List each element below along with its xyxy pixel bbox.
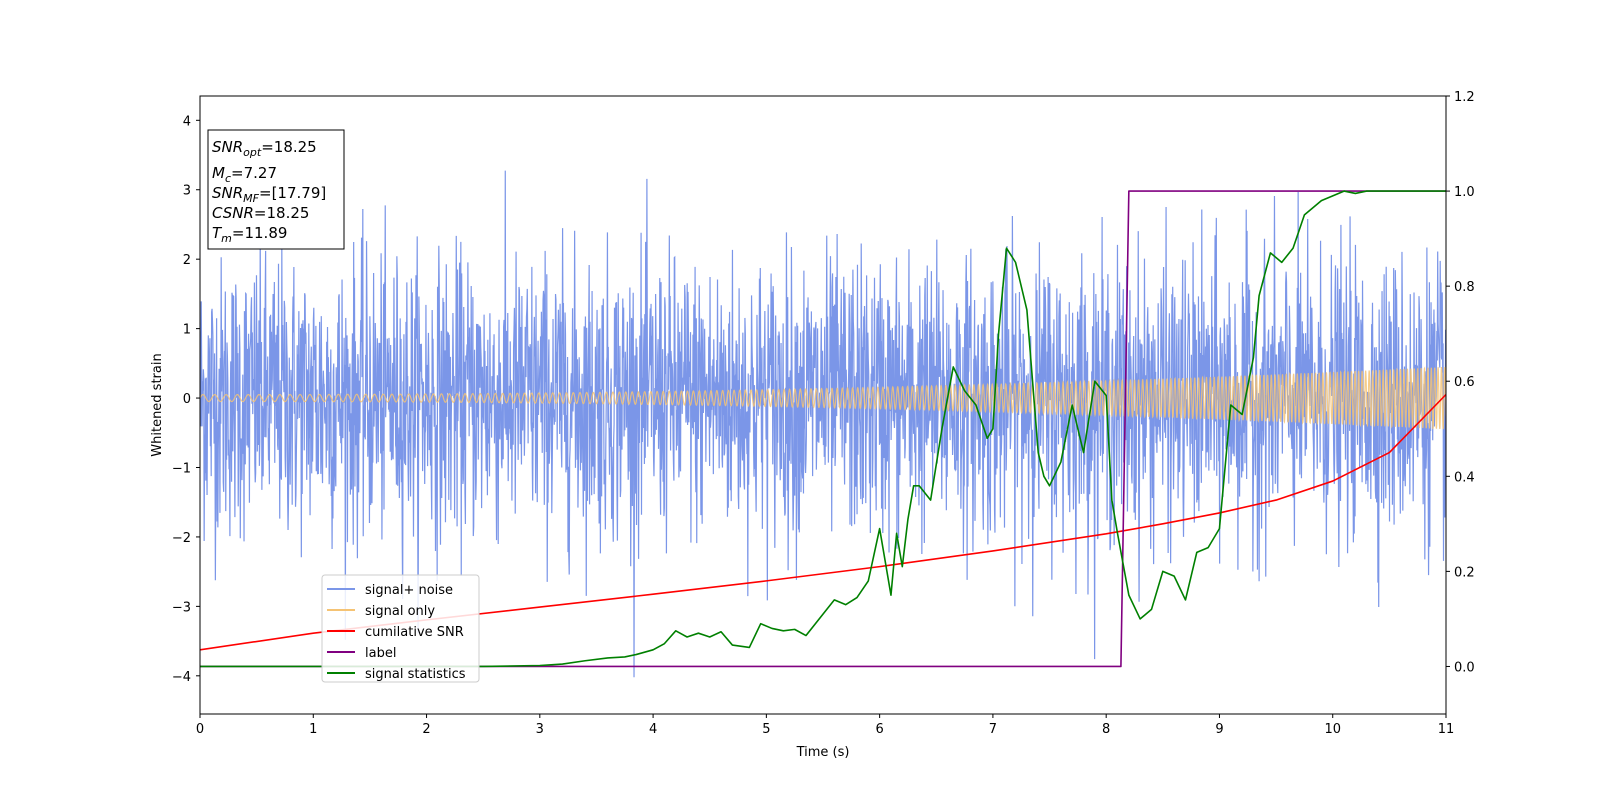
annotation-snr-mf: SNRMF=[17.79] — [212, 184, 326, 205]
x-tick-label: 1 — [309, 722, 317, 737]
y-axis-label: Whitened strain — [150, 353, 165, 456]
x-tick-label: 9 — [1215, 722, 1223, 737]
legend: signal+ noise signal only cumilative SNR la… — [321, 574, 480, 683]
annotation-snr-opt: SNRopt=18.25 — [212, 138, 317, 159]
y2-tick-label: 1.2 — [1454, 90, 1475, 105]
y-tick-label: 0 — [183, 392, 191, 407]
x-tick-label: 7 — [989, 722, 997, 737]
series-label-line — [200, 190, 1446, 668]
y-tick-label: 3 — [183, 184, 191, 199]
y2-tick-label: 0.8 — [1454, 280, 1475, 295]
x-tick-label: 10 — [1324, 722, 1341, 737]
plot-frame — [199, 95, 1447, 715]
x-tick-label: 3 — [536, 722, 544, 737]
y-tick-label: −4 — [172, 670, 191, 685]
annotation-mc: Mc=7.27 — [212, 164, 277, 185]
y2-tick-label: 0.2 — [1454, 565, 1475, 580]
y2-tick-label: 0.4 — [1454, 470, 1475, 485]
y-tick-label: 1 — [183, 323, 191, 338]
y-tick-label: 2 — [183, 253, 191, 268]
annotation-frame — [207, 129, 345, 250]
legend-frame — [321, 574, 480, 683]
annotation-box: SNRopt=18.25 Mc=7.27 SNRMF=[17.79] CSNR=… — [207, 129, 345, 250]
x-tick-label: 8 — [1102, 722, 1110, 737]
y-tick-label: 4 — [183, 114, 191, 129]
x-tick-label: 11 — [1438, 722, 1455, 737]
x-tick-label: 6 — [875, 722, 883, 737]
annotation-tm: Tm=11.89 — [212, 224, 287, 245]
y-tick-label: −2 — [172, 531, 191, 546]
legend-label: signal statistics — [365, 667, 466, 682]
x-axis-label: Time (s) — [796, 745, 850, 760]
y-tick-label: −1 — [172, 461, 191, 476]
series-signal-only-line — [200, 366, 1446, 430]
y2-tick-label: 1.0 — [1454, 185, 1475, 200]
x-tick-label: 2 — [422, 722, 430, 737]
legend-items: signal+ noise signal only cumilative SNR la… — [327, 583, 466, 682]
legend-label: signal only — [365, 604, 435, 619]
annotation-csnr: CSNR=18.25 — [212, 204, 309, 222]
x-tick-label: 0 — [196, 722, 204, 737]
series-signal-statistics-line — [200, 190, 1446, 668]
y2-tick-label: 0.6 — [1454, 375, 1475, 390]
y2-tick-label: 0.0 — [1454, 660, 1475, 675]
legend-label: cumilative SNR — [365, 625, 464, 640]
legend-label: label — [365, 646, 396, 661]
y-tick-label: −3 — [172, 600, 191, 615]
x-tick-label: 5 — [762, 722, 770, 737]
ticks-layer: 0 1 2 3 4 5 6 7 8 9 10 11 −4 −3 −2 −1 0 1 2 3 4 0.0 0.2 0.4 0.6 0… — [172, 90, 1475, 737]
legend-label: signal+ noise — [365, 583, 453, 598]
x-tick-label: 4 — [649, 722, 657, 737]
